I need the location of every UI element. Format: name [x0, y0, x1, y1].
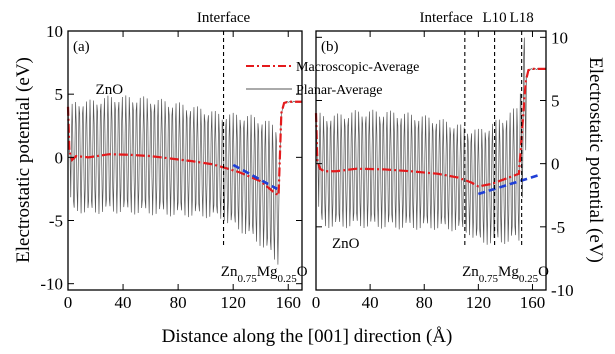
legend-macro-label: Macroscopic-Average	[296, 60, 419, 75]
region-label-alloy: Zn0.75Mg0.25O	[221, 264, 308, 285]
y-tick-label: -10	[551, 281, 574, 300]
region-label-alloy: Zn0.75Mg0.25O	[462, 264, 549, 285]
x-tick-label: 40	[115, 293, 132, 312]
y-tick-label: 5	[55, 85, 64, 104]
y-tick-label: 5	[551, 91, 560, 110]
interface-label: Interface	[197, 10, 251, 26]
x-tick-label: 80	[170, 293, 187, 312]
y-tick-label: 0	[551, 155, 560, 174]
region-label-zno: ZnO	[96, 82, 124, 98]
interface-label: Interface	[420, 10, 474, 26]
layer-label: L18	[510, 10, 534, 26]
panel-tag: (a)	[73, 39, 90, 55]
x-axis-label: Distance along the [001] direction (Å)	[162, 326, 453, 347]
y-axis-label-left: Electrostatic potential (eV)	[13, 57, 34, 263]
y-axis-label-right: Electrostatic potential (eV)	[585, 57, 606, 263]
x-tick-label: 40	[362, 293, 379, 312]
legend-planar-label: Planar-Average	[296, 83, 383, 98]
planar-average-line	[67, 95, 303, 265]
region-label-zno: ZnO	[332, 236, 360, 252]
x-tick-label: 0	[312, 293, 321, 312]
y-tick-label: 0	[55, 148, 64, 167]
y-tick-label: 10	[551, 28, 568, 47]
panel-tag: (b)	[321, 39, 339, 55]
y-tick-label: -5	[49, 212, 63, 231]
fit-line	[232, 163, 278, 191]
macroscopic-average-line	[66, 100, 302, 198]
legend: Macroscopic-Average Planar-Average	[246, 60, 419, 98]
panel-a: 0 40 80 120 160 10 5 0 -5 -10 Interface (a) ZnO Zn0.7…	[40, 10, 307, 312]
x-tick-label: 160	[275, 293, 301, 312]
layer-label: L10	[483, 10, 507, 26]
x-tick-label: 80	[416, 293, 433, 312]
y-tick-label: -5	[551, 218, 565, 237]
macroscopic-average-line	[314, 67, 546, 188]
panel-b: 0 40 80 120 160 10 5 0 -5 -10 Interface L10 L18 (b) Zn…	[312, 10, 574, 312]
x-tick-label: 120	[220, 293, 246, 312]
y-tick-label: 10	[46, 22, 63, 41]
plot-frame	[315, 30, 547, 291]
y-tick-label: -10	[40, 275, 63, 294]
plot-frame	[67, 30, 303, 291]
x-tick-label: 120	[466, 293, 492, 312]
x-tick-label: 0	[64, 293, 73, 312]
x-tick-label: 160	[520, 293, 546, 312]
